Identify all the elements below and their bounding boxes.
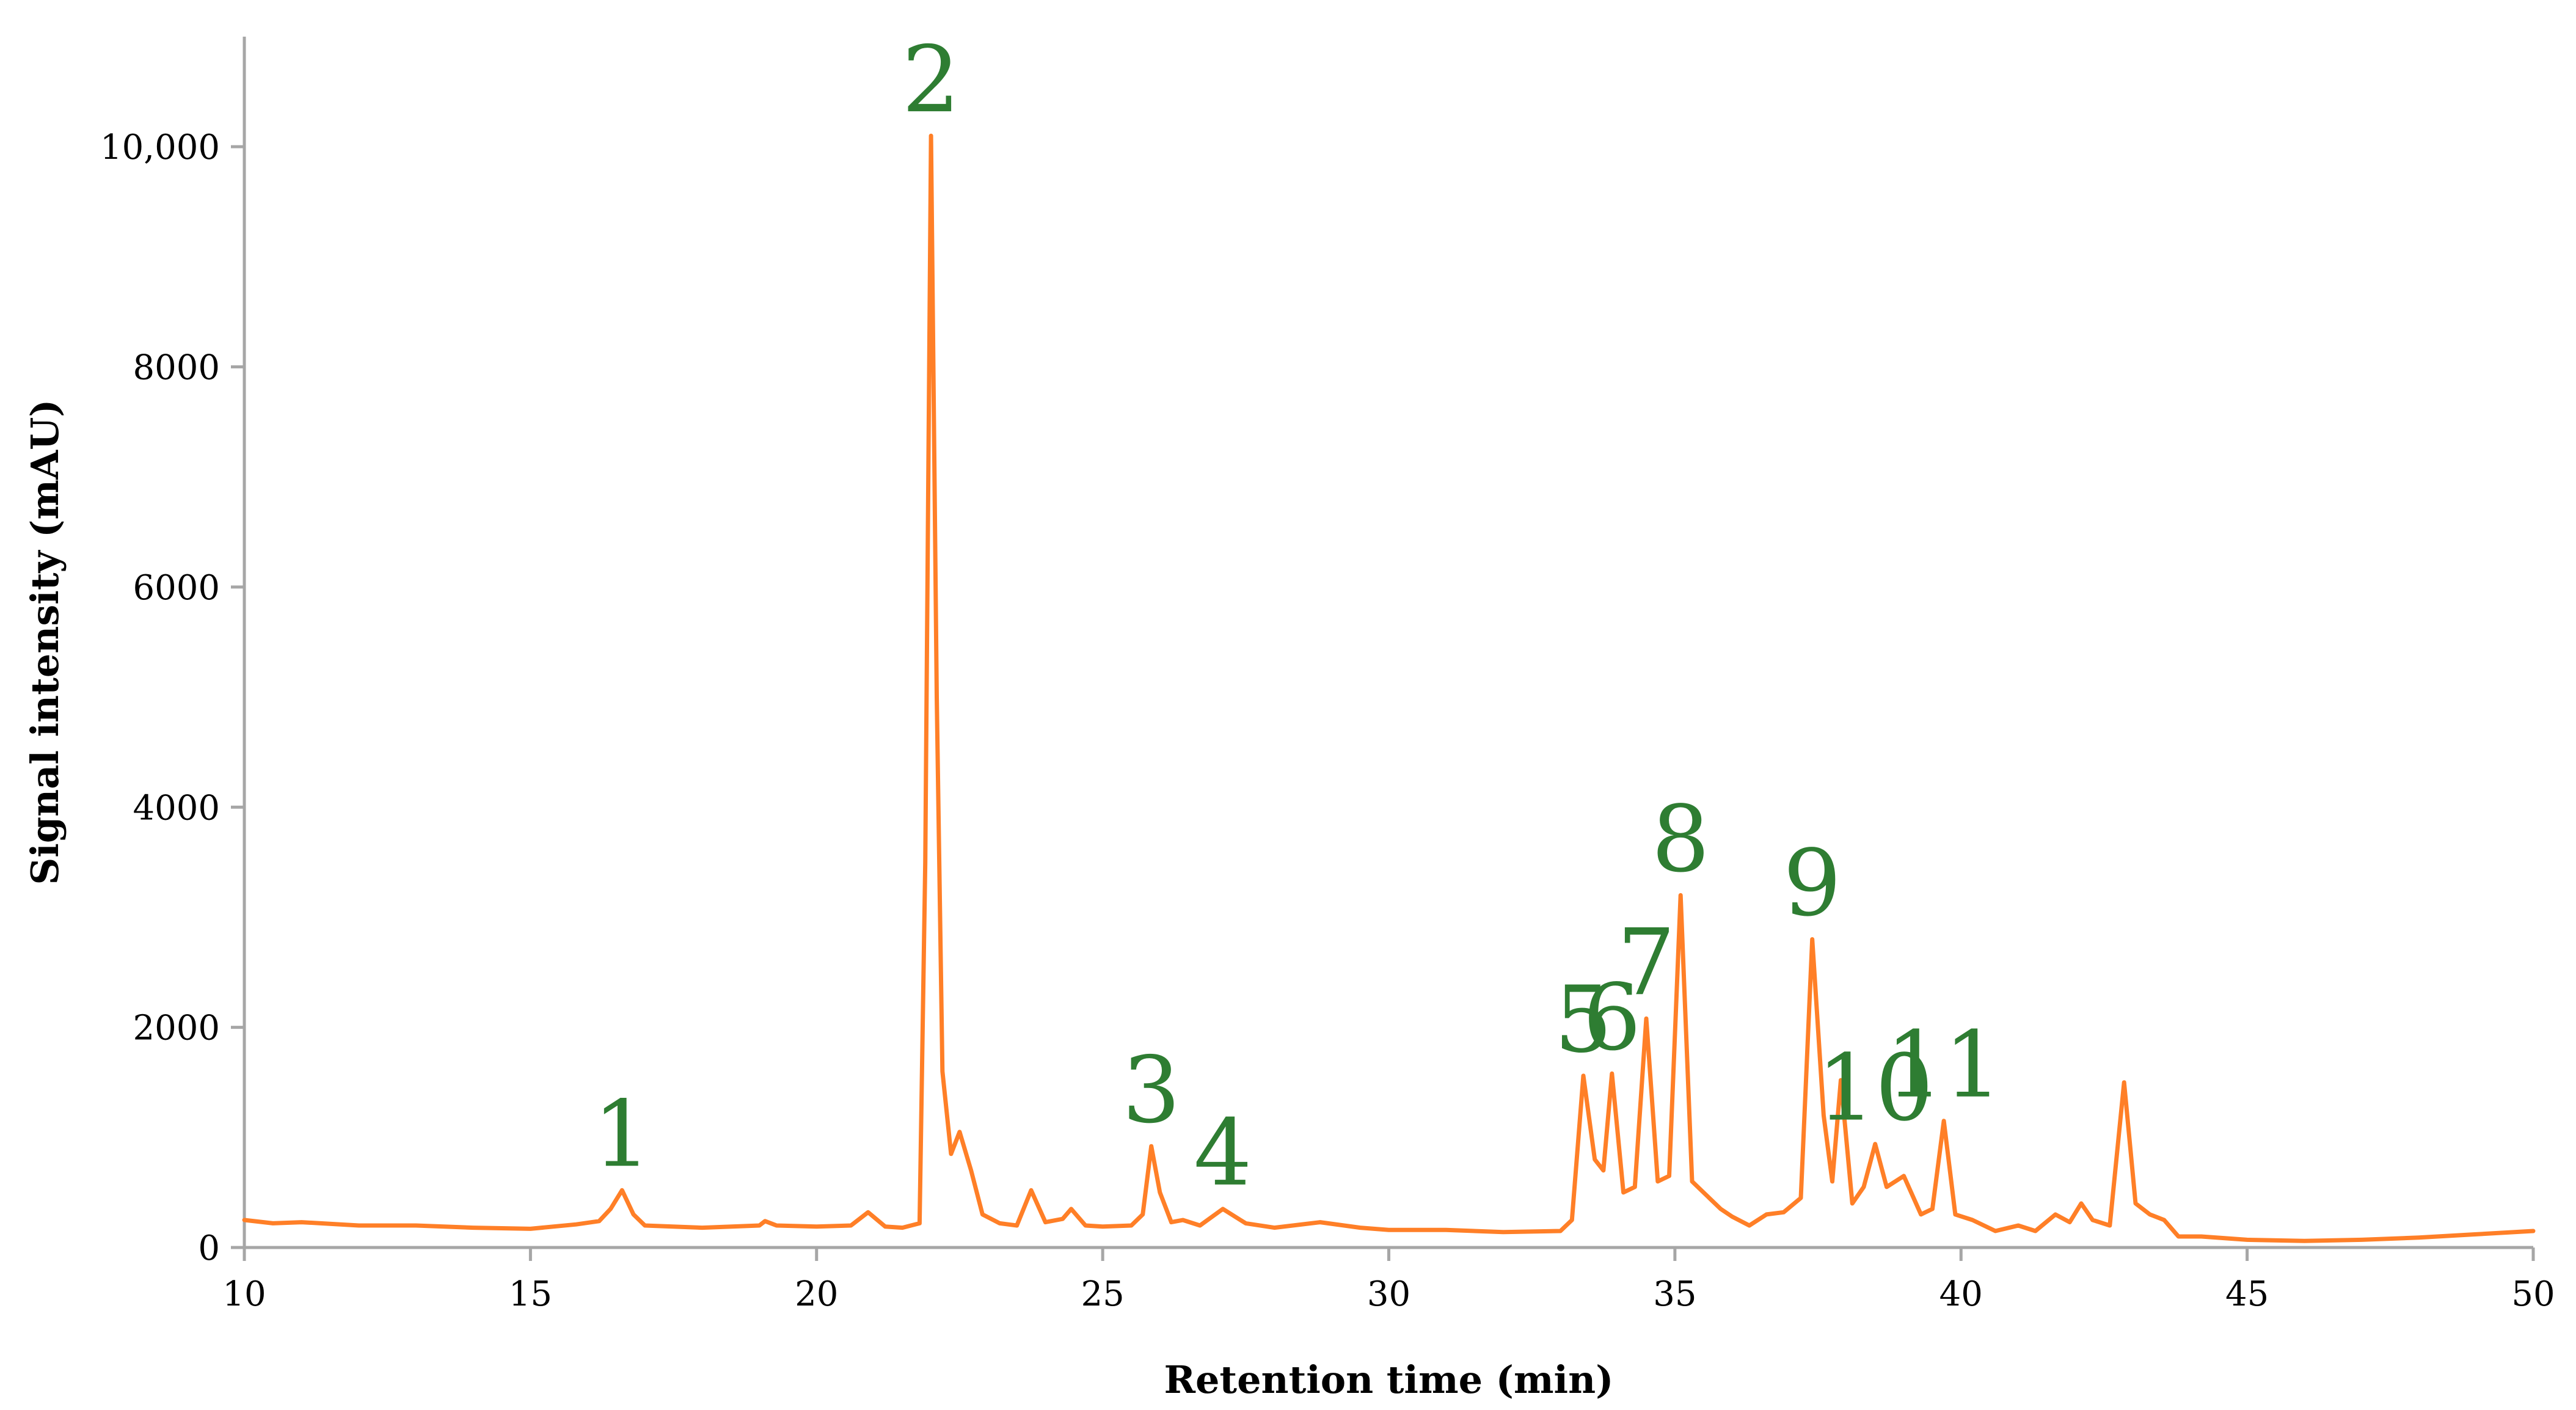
y-tick-label: 10,000 <box>100 128 220 167</box>
peak-label-9: 9 <box>1783 830 1841 937</box>
x-tick-label: 30 <box>1367 1274 1410 1314</box>
peak-label-7: 7 <box>1617 910 1675 1016</box>
peak-label-4: 4 <box>1194 1100 1252 1207</box>
y-tick-label: 0 <box>198 1229 220 1268</box>
tick-marks: 10 15 20 25 30 35 40 45 500200040006000800010,00… <box>100 128 2555 1314</box>
trace-layer <box>242 133 2536 1243</box>
peak-label-2: 2 <box>902 27 960 133</box>
axes <box>243 37 2533 1249</box>
y-axis-title: Signal intensity (mAU) <box>23 399 67 885</box>
peak-label-6: 6 <box>1583 965 1641 1071</box>
chromatogram-trace <box>242 133 2536 1243</box>
x-tick-label: 50 <box>2511 1274 2555 1314</box>
y-tick-label: 8000 <box>133 348 220 388</box>
peak-label-8: 8 <box>1652 786 1710 893</box>
x-tick-label: 35 <box>1653 1274 1696 1314</box>
x-axis-title: Retention time (min) <box>1164 1357 1613 1402</box>
y-tick-label: 2000 <box>133 1009 220 1048</box>
x-tick-label: 10 <box>222 1274 266 1314</box>
peak-label-3: 3 <box>1122 1037 1180 1144</box>
peak-label-1: 1 <box>593 1081 651 1188</box>
peak-label-11: 11 <box>1886 1012 2002 1119</box>
x-tick-label: 40 <box>1939 1274 1983 1314</box>
x-tick-label: 15 <box>509 1274 552 1314</box>
y-tick-label: 6000 <box>133 568 220 608</box>
x-tick-label: 25 <box>1081 1274 1124 1314</box>
peak-label-10: 10 <box>1817 1036 1933 1142</box>
peak-label-5: 5 <box>1554 967 1612 1073</box>
x-tick-label: 20 <box>795 1274 838 1314</box>
x-tick-label: 45 <box>2225 1274 2269 1314</box>
y-tick-label: 4000 <box>133 788 220 828</box>
